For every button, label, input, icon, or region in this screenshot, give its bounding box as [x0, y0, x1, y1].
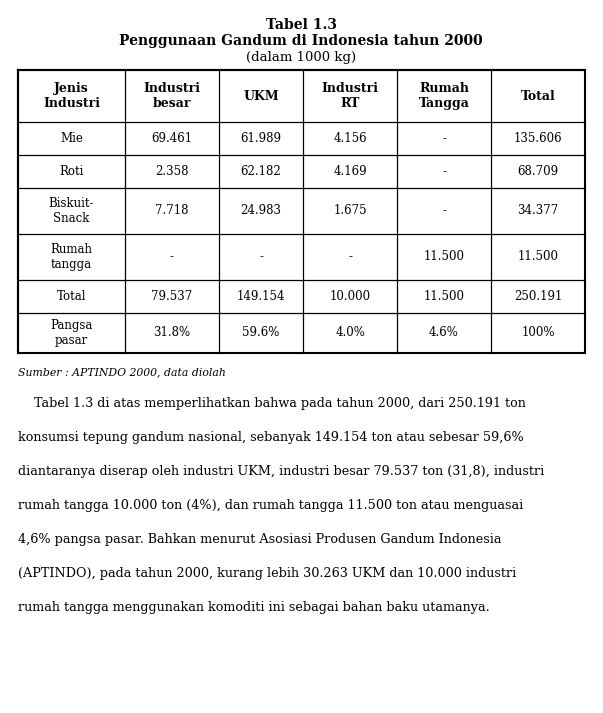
Text: konsumsi tepung gandum nasional, sebanyak 149.154 ton atau sebesar 59,6%: konsumsi tepung gandum nasional, sebanya… — [18, 431, 524, 444]
Text: 69.461: 69.461 — [151, 132, 192, 145]
Text: 24.983: 24.983 — [241, 205, 282, 217]
Text: 11.500: 11.500 — [423, 290, 464, 303]
Text: 2.358: 2.358 — [155, 165, 189, 178]
Text: rumah tangga 10.000 ton (4%), dan rumah tangga 11.500 ton atau menguasai: rumah tangga 10.000 ton (4%), dan rumah … — [18, 499, 523, 512]
Text: 4.6%: 4.6% — [429, 327, 459, 339]
Text: Tabel 1.3 di atas memperlihatkan bahwa pada tahun 2000, dari 250.191 ton: Tabel 1.3 di atas memperlihatkan bahwa p… — [18, 397, 526, 410]
Text: 11.500: 11.500 — [517, 250, 558, 264]
Text: (dalam 1000 kg): (dalam 1000 kg) — [246, 51, 356, 64]
Text: -: - — [170, 250, 174, 264]
Text: -: - — [442, 165, 446, 178]
Text: 34.377: 34.377 — [517, 205, 558, 217]
Text: -: - — [442, 132, 446, 145]
Text: (APTINDO), pada tahun 2000, kurang lebih 30.263 UKM dan 10.000 industri: (APTINDO), pada tahun 2000, kurang lebih… — [18, 567, 516, 580]
Text: 4.156: 4.156 — [333, 132, 367, 145]
Text: 10.000: 10.000 — [329, 290, 371, 303]
Text: 7.718: 7.718 — [155, 205, 189, 217]
Text: -: - — [348, 250, 352, 264]
Text: Total: Total — [57, 290, 86, 303]
Text: 135.606: 135.606 — [514, 132, 563, 145]
Text: 68.709: 68.709 — [517, 165, 558, 178]
Text: 100%: 100% — [521, 327, 555, 339]
Text: Pangsa
pasar: Pangsa pasar — [50, 319, 93, 347]
Text: 4.0%: 4.0% — [335, 327, 365, 339]
Text: Industri
besar: Industri besar — [144, 82, 200, 110]
Text: diantaranya diserap oleh industri UKM, industri besar 79.537 ton (31,8), industr: diantaranya diserap oleh industri UKM, i… — [18, 465, 545, 478]
Text: Industri
RT: Industri RT — [321, 82, 379, 110]
Text: 11.500: 11.500 — [423, 250, 464, 264]
Text: 31.8%: 31.8% — [153, 327, 191, 339]
Text: 250.191: 250.191 — [514, 290, 562, 303]
Text: 59.6%: 59.6% — [242, 327, 280, 339]
Text: 149.154: 149.154 — [237, 290, 285, 303]
Text: 79.537: 79.537 — [151, 290, 192, 303]
Text: Biskuit-
Snack: Biskuit- Snack — [49, 197, 94, 225]
Text: 1.675: 1.675 — [333, 205, 367, 217]
Text: Rumah
Tangga: Rumah Tangga — [418, 82, 470, 110]
Text: Tabel 1.3: Tabel 1.3 — [265, 18, 336, 32]
Text: rumah tangga menggunakan komoditi ini sebagai bahan baku utamanya.: rumah tangga menggunakan komoditi ini se… — [18, 601, 490, 614]
Text: Penggunaan Gandum di Indonesia tahun 2000: Penggunaan Gandum di Indonesia tahun 200… — [119, 34, 483, 48]
Text: Total: Total — [520, 90, 555, 103]
Text: 61.989: 61.989 — [241, 132, 282, 145]
Text: Mie: Mie — [60, 132, 83, 145]
Text: 4,6% pangsa pasar. Bahkan menurut Asosiasi Produsen Gandum Indonesia: 4,6% pangsa pasar. Bahkan menurut Asosia… — [18, 533, 502, 546]
Text: -: - — [442, 205, 446, 217]
Text: Roti: Roti — [59, 165, 84, 178]
Bar — [18, 70, 585, 353]
Text: -: - — [259, 250, 263, 264]
Text: Jenis
Industri: Jenis Industri — [43, 82, 100, 110]
Text: 62.182: 62.182 — [241, 165, 282, 178]
Text: 4.169: 4.169 — [333, 165, 367, 178]
Text: UKM: UKM — [243, 90, 279, 103]
Text: Rumah
tangga: Rumah tangga — [51, 243, 92, 271]
Text: Sumber : APTINDO 2000, data diolah: Sumber : APTINDO 2000, data diolah — [18, 367, 226, 377]
